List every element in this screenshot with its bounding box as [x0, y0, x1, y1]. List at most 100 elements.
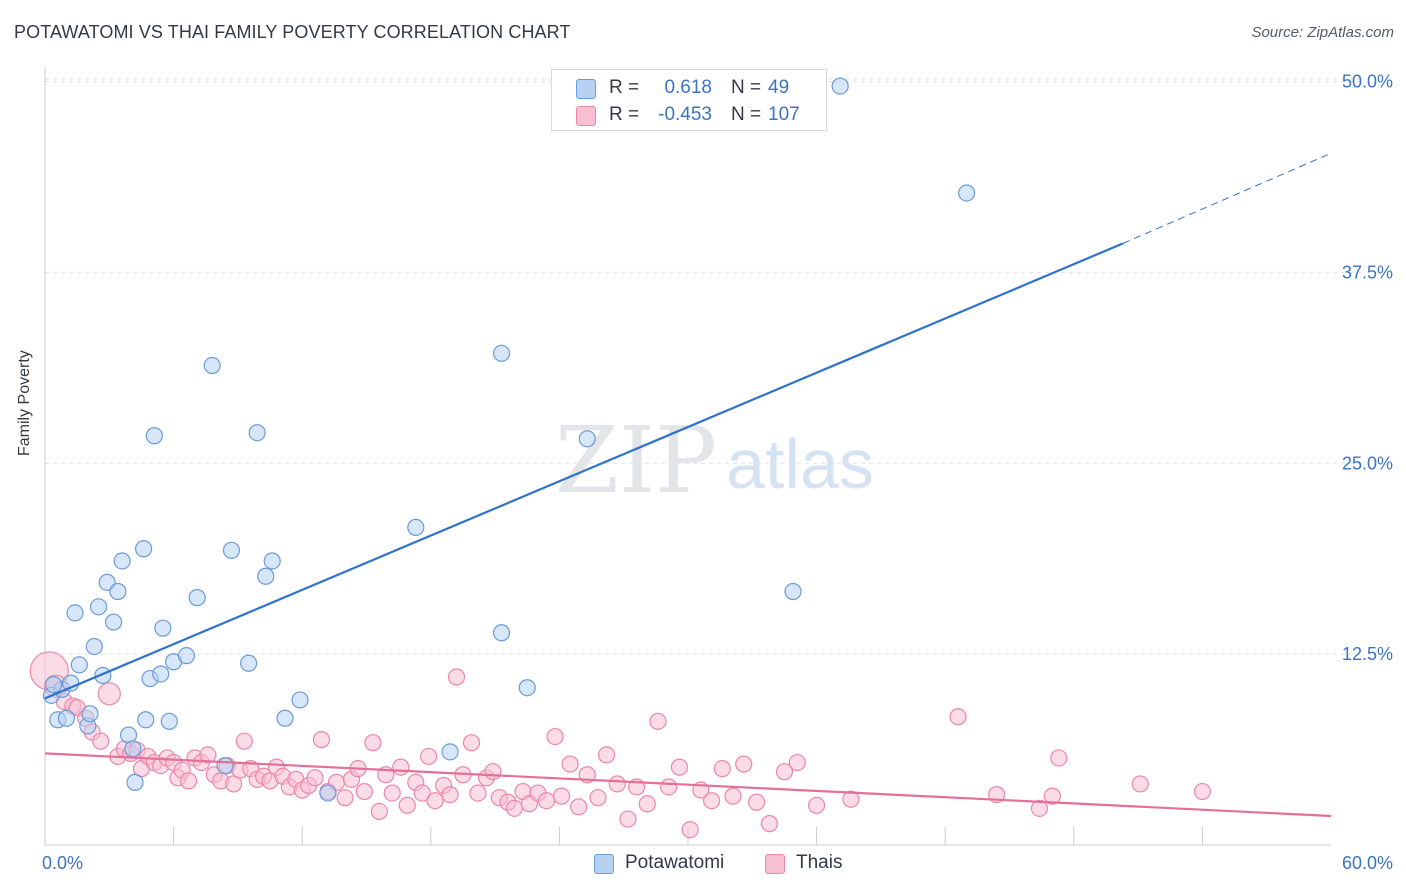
thais-point — [589, 789, 607, 807]
legend-r-value: 0.618 — [664, 77, 712, 98]
thais-point — [355, 782, 373, 801]
trend-lines — [44, 152, 1332, 818]
potawatomi-point — [44, 676, 63, 694]
thais-point — [807, 796, 826, 814]
potawatomi-point — [113, 552, 131, 570]
thais-point — [597, 746, 616, 764]
y-tick-label: 12.5% — [1342, 644, 1393, 664]
thais-point — [552, 787, 571, 805]
potawatomi-point — [276, 709, 294, 727]
potawatomi-point — [441, 743, 459, 761]
thais-point — [1050, 749, 1068, 767]
legend-n-value: 107 — [768, 104, 800, 125]
x-tick-label: 0.0% — [42, 853, 83, 873]
source-credit: Source: ZipAtlas.com — [1251, 24, 1394, 41]
legend-r-value: -0.453 — [658, 104, 712, 125]
thais-point — [747, 793, 766, 811]
legend-n-label: N = — [731, 104, 762, 125]
thais-point — [306, 769, 324, 787]
potawatomi-point — [177, 647, 196, 665]
thais-point — [842, 790, 860, 808]
thais-point — [199, 746, 217, 764]
thais-point — [462, 734, 481, 752]
tick-labels: 12.5% 25.0% 37.5% 50.0% 0.0% 60.0% — [42, 72, 1393, 874]
thais-point — [681, 821, 699, 839]
legend-r-label: R = — [609, 77, 640, 98]
legend-r-label: R = — [609, 104, 640, 125]
thais-point — [426, 792, 444, 810]
legend-swatch-thais — [576, 106, 596, 126]
thais-point — [370, 802, 388, 821]
potawatomi-point — [291, 691, 309, 709]
thais-point — [235, 732, 253, 750]
thais-point — [225, 775, 243, 793]
stats-legend: R = 0.618 N = 49 R = -0.453 N = 107 — [551, 69, 827, 131]
thais-point — [312, 731, 331, 749]
thais-point — [392, 758, 410, 776]
potawatomi-point — [492, 344, 511, 362]
thais-point — [670, 758, 689, 776]
thais-point — [1043, 787, 1061, 805]
watermark-atlas: atlas — [726, 425, 874, 503]
thais-trend-line — [44, 752, 1332, 818]
data-points — [29, 77, 1212, 839]
potawatomi-point — [257, 567, 275, 585]
potawatomi-point — [240, 654, 258, 672]
thais-point — [1193, 782, 1212, 801]
potawatomi-point — [578, 430, 596, 448]
y-tick-label: 37.5% — [1342, 262, 1393, 282]
potawatomi-point — [492, 624, 511, 642]
potawatomi-point — [203, 356, 221, 375]
potawatomi-point — [222, 541, 241, 559]
potawatomi-point — [160, 712, 178, 730]
potawatomi-point — [248, 424, 266, 442]
legend-n-label: N = — [731, 77, 762, 98]
thais-point — [97, 682, 121, 706]
thais-point — [364, 734, 382, 752]
legend-n-value: 49 — [768, 77, 790, 98]
thais-point — [383, 784, 401, 802]
thais-point — [413, 784, 431, 802]
thais-point — [92, 732, 110, 750]
gridlines — [45, 78, 1365, 655]
thais-point — [336, 789, 354, 807]
potawatomi-point — [188, 589, 206, 607]
potawatomi-point — [66, 604, 84, 622]
potawatomi-point — [109, 582, 127, 601]
thais-swatch — [765, 854, 785, 874]
potawatomi-point — [518, 679, 536, 697]
thais-point — [570, 798, 588, 816]
thais-point — [398, 796, 416, 814]
potawatomi-point — [784, 582, 802, 601]
thais-point — [1030, 799, 1049, 817]
x-tick-label: 60.0% — [1342, 853, 1393, 873]
chart-title: POTAWATOMI VS THAI FAMILY POVERTY CORREL… — [14, 22, 571, 42]
thais-point — [608, 775, 626, 793]
thais-point — [949, 708, 967, 726]
thais-point — [788, 753, 806, 772]
thais-point — [660, 778, 678, 796]
thais-point — [724, 787, 742, 805]
thais-point — [713, 760, 731, 778]
thais-point — [180, 772, 198, 790]
y-tick-label: 50.0% — [1342, 72, 1393, 92]
y-tick-label: 25.0% — [1342, 453, 1393, 473]
thais-point — [1131, 775, 1149, 793]
thais-point — [649, 712, 667, 730]
thais-point — [505, 799, 523, 817]
potawatomi-point — [70, 656, 88, 674]
potawatomi-point — [137, 711, 155, 729]
potawatomi-trend-line — [44, 242, 1124, 700]
potawatomi-point — [154, 619, 172, 637]
potawatomi-point — [958, 184, 976, 202]
potawatomi-swatch — [594, 854, 614, 874]
thais-point — [447, 668, 466, 686]
thais-point — [735, 755, 753, 773]
potawatomi-point — [104, 613, 123, 631]
watermark-zip: ZIP — [555, 407, 717, 514]
legend-row-thais: R = -0.453 N = 107 — [552, 103, 826, 129]
legend-swatch-potawatomi — [576, 79, 596, 99]
potawatomi-point — [85, 637, 103, 656]
potawatomi-point — [57, 709, 76, 727]
